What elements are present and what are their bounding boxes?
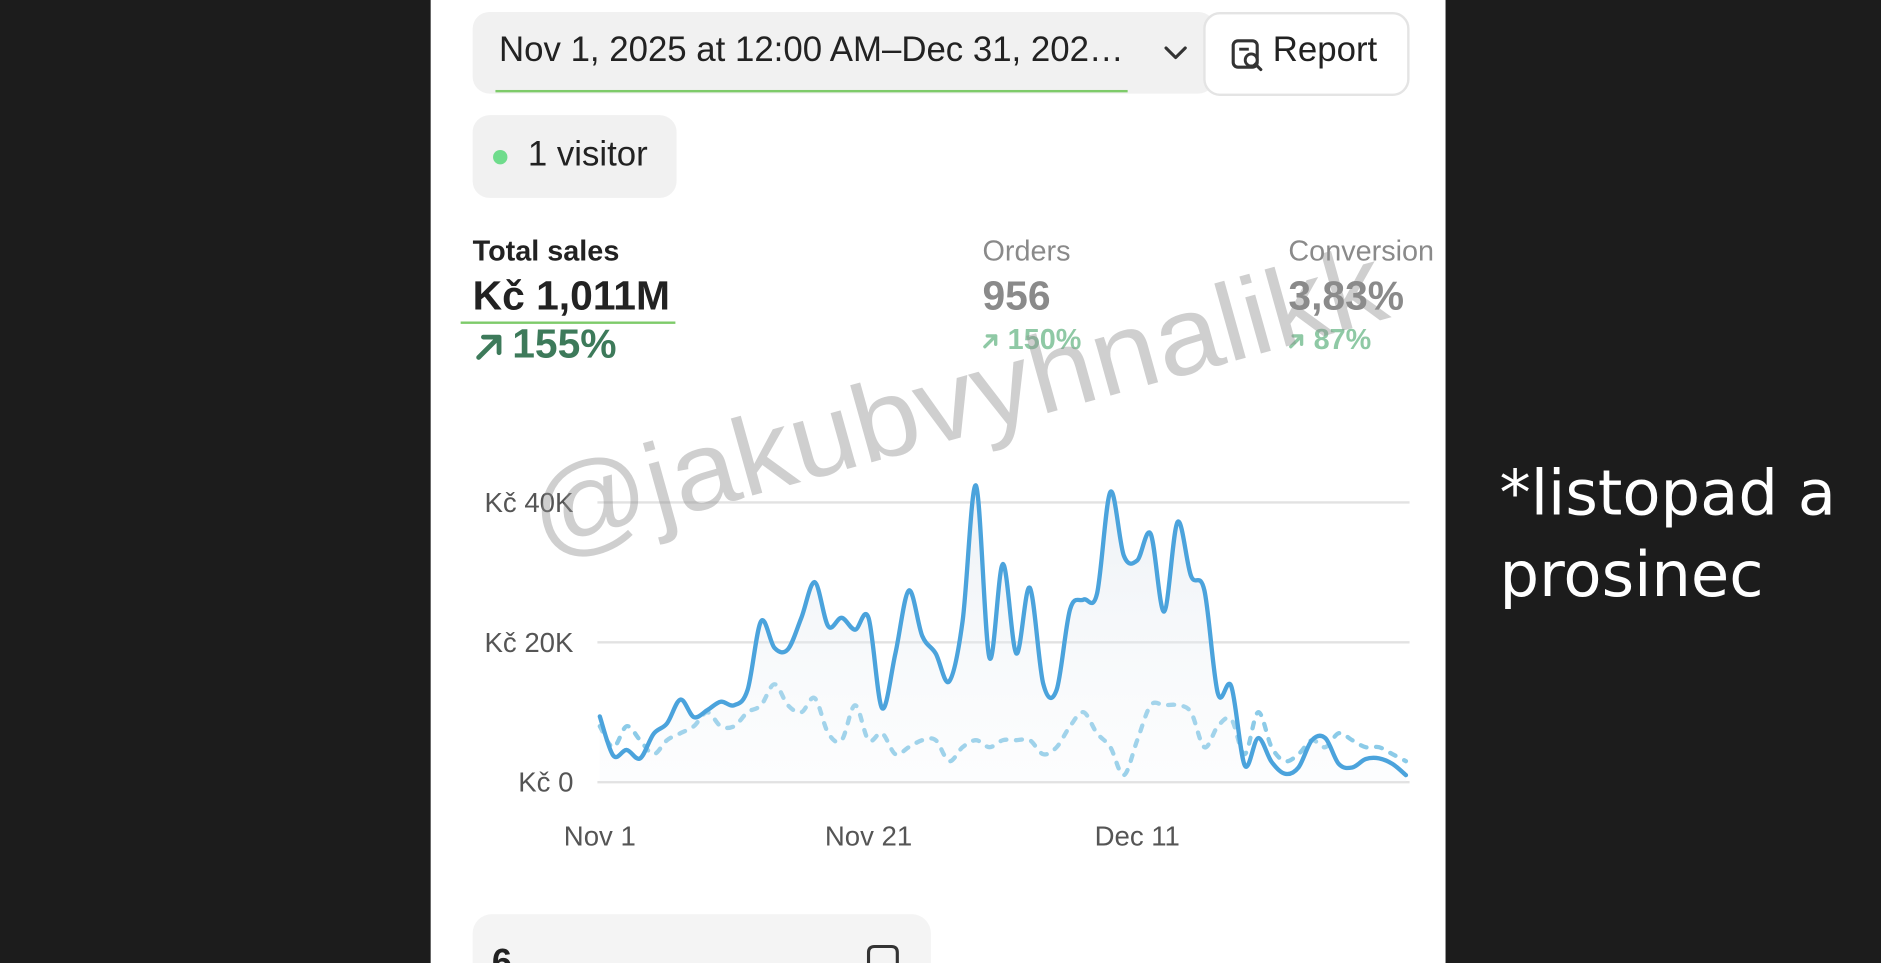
analytics-panel: Nov 1, 2025 at 12:00 AM–Dec 31, 202… Rep… <box>430 0 1446 963</box>
report-button[interactable] <box>1203 11 1410 96</box>
chevron-icon <box>1164 46 1187 60</box>
series-line <box>597 483 1409 778</box>
date-range-underline <box>495 89 1128 93</box>
caption: *listopad a prosinec <box>1500 453 1836 616</box>
metric-label: Total sales <box>472 235 620 268</box>
trend-arrow <box>476 334 502 360</box>
date-range-text: Nov 1, 2025 at 12:00 AM–Dec 31, 202… <box>499 31 1124 70</box>
metric-change: 150% <box>1007 323 1082 357</box>
metric-value: 956 <box>982 273 1051 320</box>
metric-change: 155% <box>512 321 617 368</box>
trend-arrow <box>1289 334 1304 349</box>
metric-underline <box>460 321 676 324</box>
caption-line: *listopad a <box>1499 458 1836 531</box>
visitors-text: 1 visitor <box>527 135 648 174</box>
metric-value: 3,83% <box>1288 273 1405 320</box>
area <box>599 485 1406 783</box>
date-range-picker[interactable] <box>472 11 1216 94</box>
x-tick-label: Nov 21 <box>825 821 912 852</box>
report-label: Report <box>1272 31 1378 70</box>
y-tick-label: Kč 20K <box>484 627 574 658</box>
card-icon <box>866 944 899 963</box>
sales-chart: Kč 0 Kč 20K Kč 40K Nov 1 Nov 21 Dec 11 <box>484 483 1410 852</box>
y-tick-label: Kč 0 <box>518 767 573 798</box>
trend-arrow <box>983 334 998 349</box>
summary-card[interactable] <box>472 914 931 963</box>
metric-value: Kč 1,011M <box>472 273 670 320</box>
y-tick-label: Kč 40K <box>484 487 574 518</box>
report-icon <box>1231 39 1263 72</box>
live-dot <box>493 149 508 165</box>
x-tick-label: Dec 11 <box>1095 821 1180 852</box>
metric-change: 87% <box>1313 323 1372 357</box>
metric-label: Orders <box>982 235 1071 268</box>
x-tick-label: Nov 1 <box>564 821 636 852</box>
metric-label: Conversion <box>1288 235 1435 268</box>
summary-value: 6 <box>491 942 512 963</box>
caption-line: prosinec <box>1499 539 1764 612</box>
